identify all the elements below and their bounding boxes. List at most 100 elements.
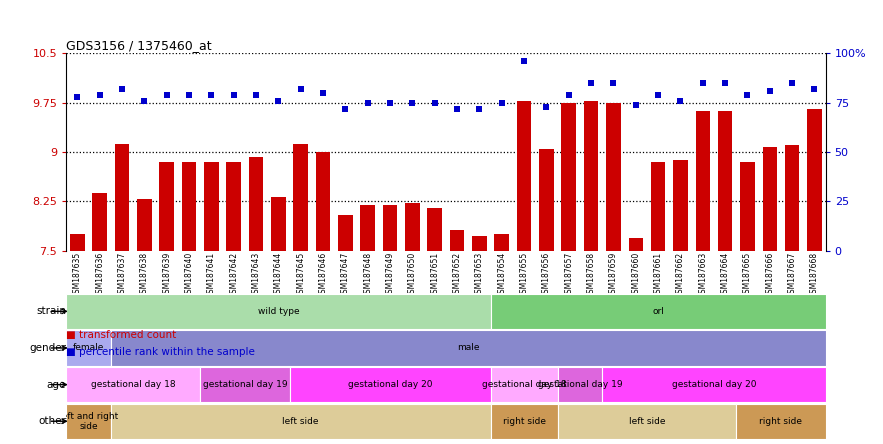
Point [740,91,754,98]
Text: gender: gender [29,343,66,353]
Bar [204,162,219,251]
Bar [449,230,464,251]
Point [405,99,419,106]
Point [763,87,777,95]
Point [160,91,174,98]
Bar [66,404,111,439]
Bar [200,367,290,402]
Point [294,85,308,92]
Text: gestational day 20: gestational day 20 [672,380,756,389]
Text: wild type: wild type [258,307,299,316]
Point [540,103,554,110]
Bar [696,111,710,251]
Point [93,91,107,98]
Bar [517,101,532,251]
Text: female: female [73,344,104,353]
Text: gestational day 18: gestational day 18 [482,380,566,389]
Point [204,91,218,98]
Point [182,91,196,98]
Text: other: other [38,416,66,426]
Bar [66,330,111,365]
Point [138,97,152,104]
Point [584,79,598,87]
Bar [405,203,419,251]
Bar [271,197,286,251]
Point [629,101,643,108]
Bar [736,404,826,439]
Text: left side: left side [283,417,319,426]
Point [785,79,799,87]
Point [316,89,330,96]
Text: male: male [457,344,479,353]
Point [271,97,285,104]
Bar [491,294,826,329]
Point [427,99,442,106]
Bar [602,367,826,402]
Bar [115,144,129,251]
Bar [718,111,732,251]
Bar [249,157,263,251]
Text: gestational day 18: gestational day 18 [91,380,176,389]
Point [696,79,710,87]
Text: left and right
side: left and right side [59,412,118,431]
Point [807,85,821,92]
Point [651,91,665,98]
Bar [66,294,491,329]
Point [383,99,397,106]
Point [674,97,688,104]
Text: right side: right side [759,417,803,426]
Text: left side: left side [629,417,665,426]
Bar [427,208,442,251]
Point [562,91,576,98]
Point [517,58,532,65]
Point [360,99,374,106]
Bar [137,199,152,251]
Point [494,99,509,106]
Text: gestational day 19: gestational day 19 [202,380,287,389]
Bar [629,238,643,251]
Bar [293,144,308,251]
Bar [93,193,107,251]
Point [607,79,621,87]
Bar [472,236,487,251]
Bar [290,367,491,402]
Bar [160,162,174,251]
Point [115,85,129,92]
Text: right side: right side [502,417,546,426]
Text: ■ percentile rank within the sample: ■ percentile rank within the sample [66,347,255,357]
Point [450,105,464,112]
Bar [182,162,196,251]
Bar [383,205,397,251]
Bar [360,205,375,251]
Bar [494,234,509,251]
Text: age: age [47,380,66,390]
Bar [338,214,352,251]
Bar [584,101,599,251]
Text: ■ transformed count: ■ transformed count [66,330,177,340]
Bar [562,103,576,251]
Point [249,91,263,98]
Point [338,105,352,112]
Text: GDS3156 / 1375460_at: GDS3156 / 1375460_at [66,39,212,52]
Point [71,93,85,100]
Bar [540,149,554,251]
Bar [316,152,330,251]
Bar [491,404,557,439]
Bar [70,234,85,251]
Text: gestational day 20: gestational day 20 [348,380,433,389]
Text: orl: orl [653,307,664,316]
Bar [606,103,621,251]
Bar [785,146,799,251]
Bar [66,367,200,402]
Bar [491,367,557,402]
Bar [111,404,491,439]
Bar [557,367,602,402]
Bar [763,147,777,251]
Text: gestational day 19: gestational day 19 [538,380,623,389]
Bar [651,162,666,251]
Text: strain: strain [36,306,66,317]
Bar [740,162,755,251]
Point [472,105,487,112]
Bar [226,162,241,251]
Bar [673,160,688,251]
